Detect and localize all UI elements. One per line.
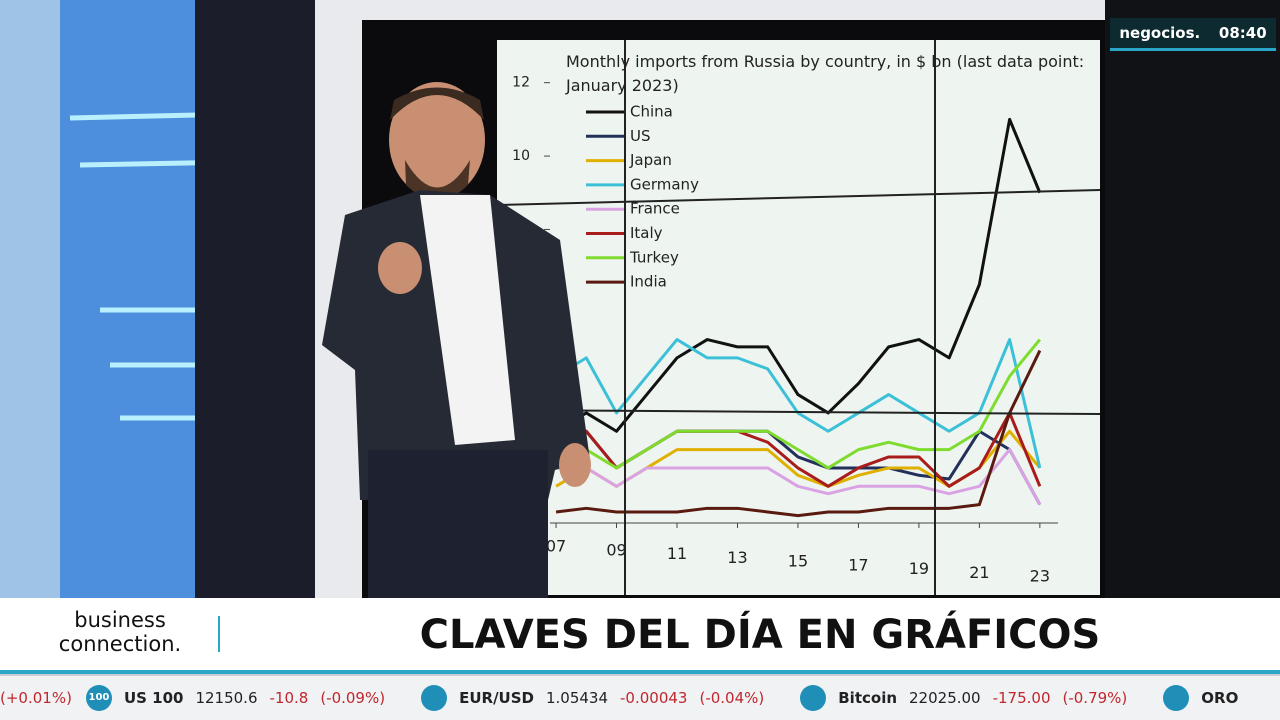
clock: 08:40 <box>1218 24 1267 42</box>
x-tick-label: 15 <box>788 552 808 571</box>
presenter <box>322 82 591 598</box>
x-tick-label: 11 <box>667 544 687 563</box>
ticker-price: 12150.6 <box>195 689 258 707</box>
ticker-badge: 100 <box>85 685 112 711</box>
ticker-price: 1.05434 <box>545 689 609 707</box>
plot: 81012070911131517192123ChinaUSJapanGerma… <box>512 75 1058 586</box>
legend-label: France <box>630 200 680 218</box>
x-tick-label: 21 <box>969 563 989 582</box>
ticker: (+0.01%) 100 US 100 12150.6 -10.8 (-0.09%) EUR… <box>0 676 1280 720</box>
ticker-name: EUR/USD <box>459 689 534 707</box>
ticker-item: EUR/USD 1.05434 -0.00043 (-0.04%) <box>421 685 764 711</box>
side-monitor <box>1105 0 1280 600</box>
ticker-change: -0.00043 <box>620 689 688 707</box>
chart-title: Monthly imports from Russia by country, … <box>566 52 1085 95</box>
ticker-lead: (+0.01%) <box>0 689 72 707</box>
legend-label: Italy <box>630 224 663 242</box>
ticker-icon <box>800 685 827 711</box>
legend-label: Japan <box>629 151 672 169</box>
y-tick-label: 10 <box>512 148 530 164</box>
ticker-icon <box>421 685 448 711</box>
channel-badge: negocios. 08:40 <box>1110 18 1276 51</box>
ticker-item: Bitcoin 22025.00 -175.00 (-0.79%) <box>800 685 1127 711</box>
ticker-name: Bitcoin <box>838 689 898 707</box>
ticker-name: US 100 <box>123 689 184 707</box>
ticker-pct: (-0.79%) <box>1062 689 1128 707</box>
legend-label: India <box>630 273 667 291</box>
ticker-change: -10.8 <box>269 689 309 707</box>
ticker-name: ORO <box>1201 689 1239 707</box>
series-line <box>555 338 1042 470</box>
ticker-item: 100 US 100 12150.6 -10.8 (-0.09%) <box>85 685 386 711</box>
ticker-change: -175.00 <box>992 689 1051 707</box>
ticker-price: 22025.00 <box>909 689 981 707</box>
lower-third: business connection. CLAVES DEL DÍA EN G… <box>0 598 1280 674</box>
banner-title: CLAVES DEL DÍA EN GRÁFICOS <box>419 612 1101 658</box>
series-line <box>555 117 1042 433</box>
x-tick-label: 19 <box>909 559 929 578</box>
ticker-icon <box>1163 685 1190 711</box>
x-tick-label: 17 <box>848 555 868 574</box>
ticker-pct: (-0.09%) <box>320 689 386 707</box>
legend-label: China <box>630 103 673 121</box>
channel-name: negocios. <box>1119 24 1201 42</box>
legend-label: US <box>630 127 651 145</box>
x-tick-label: 23 <box>1030 567 1050 586</box>
x-tick-label: 07 <box>546 537 566 556</box>
chart-panel <box>497 40 1100 595</box>
x-tick-label: 13 <box>727 548 747 567</box>
brand: business connection. <box>58 608 182 656</box>
series-line <box>556 448 1042 506</box>
separator <box>218 616 220 652</box>
legend-label: Germany <box>630 175 699 193</box>
ticker-item: ORO <box>1163 685 1238 711</box>
x-tick-label: 09 <box>606 540 626 559</box>
legend-label: Turkey <box>629 248 679 266</box>
series-line <box>555 349 1042 518</box>
pillar <box>195 0 315 600</box>
ticker-pct: (-0.04%) <box>699 689 765 707</box>
y-tick-label: 12 <box>512 75 530 91</box>
bezels <box>496 40 1101 595</box>
